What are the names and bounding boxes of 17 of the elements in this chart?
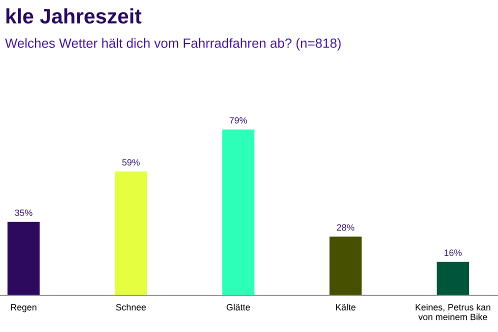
bar [8, 222, 40, 296]
x-tick-label: Schnee [116, 304, 146, 310]
data-label: 35% [14, 210, 32, 216]
bar [114, 172, 148, 296]
x-tick-label: Glätte [226, 304, 250, 310]
bar [329, 236, 362, 296]
chart-subtitle: Welches Wetter hält dich vom Fahrradfahren ab? (n=818) [5, 38, 341, 50]
data-label: 16% [444, 250, 462, 256]
x-tick-label: Keines, Petrus kan von meinem Bike [416, 304, 490, 320]
bar [436, 262, 470, 296]
x-tick-label: Regen [11, 304, 36, 312]
bar [222, 129, 254, 296]
data-label: 28% [337, 224, 354, 231]
chart-title: kle Jahreszeit [6, 8, 142, 24]
data-label: 59% [122, 159, 140, 166]
x-tick-label: Kälte [336, 304, 356, 310]
data-label: 79% [230, 117, 247, 124]
